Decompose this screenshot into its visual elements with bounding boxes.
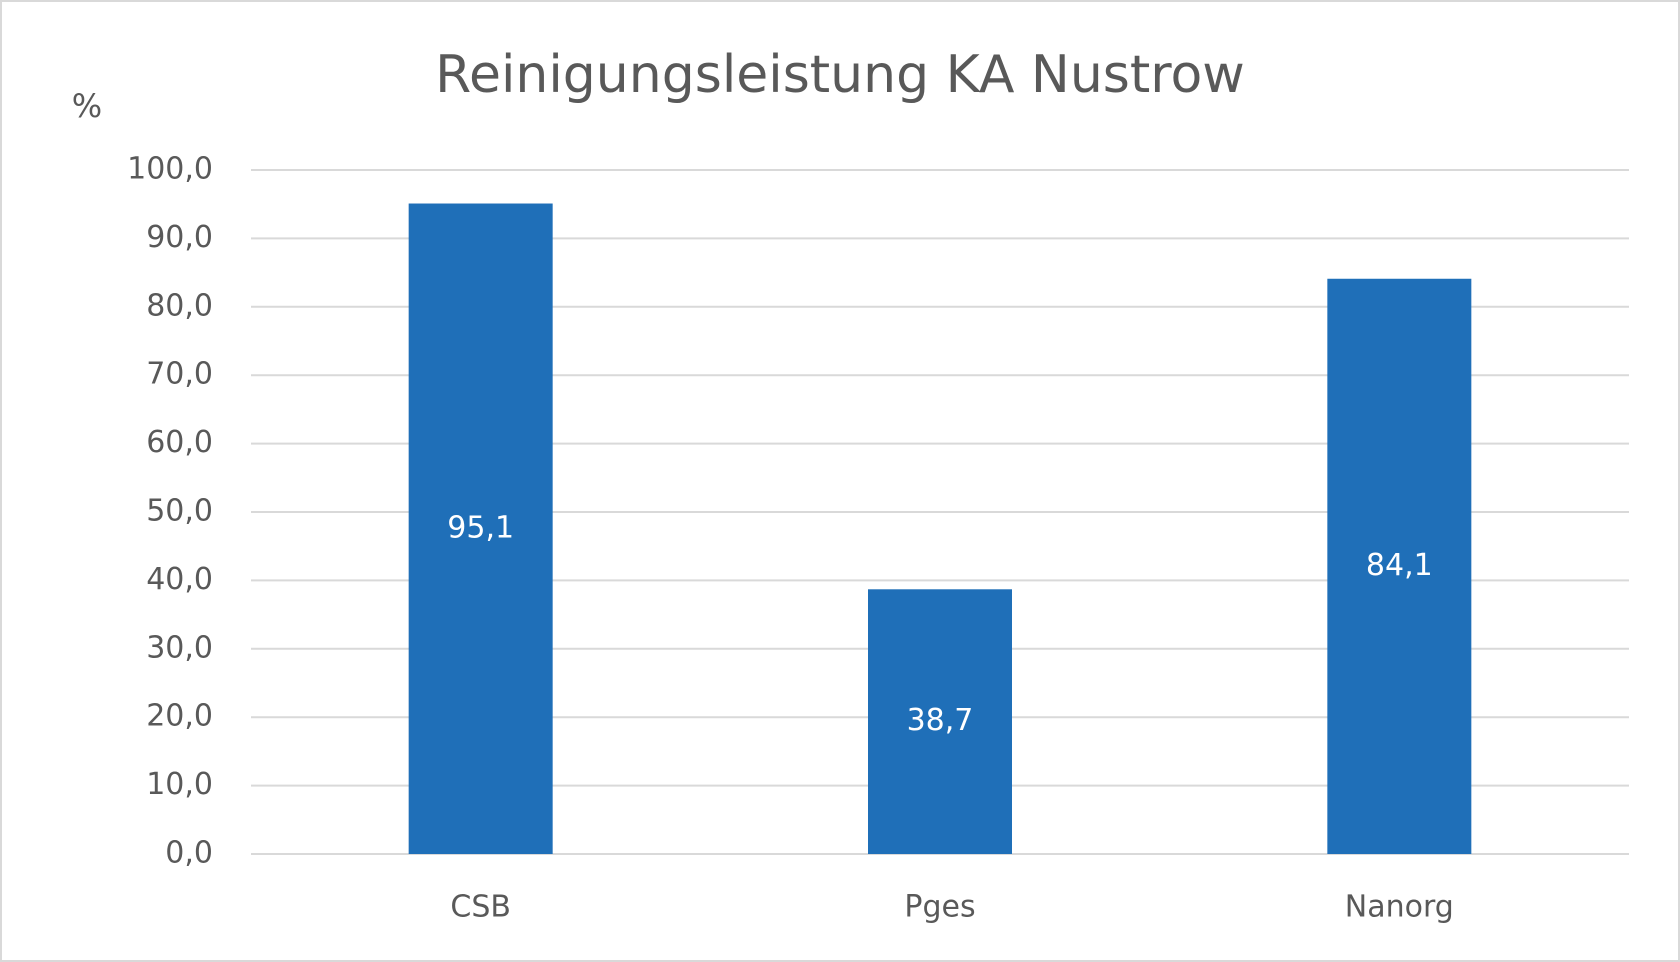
data-label: 38,7	[907, 703, 974, 738]
y-tick-label: 40,0	[146, 562, 213, 597]
y-tick-label: 0,0	[165, 836, 213, 871]
y-tick-label: 60,0	[146, 425, 213, 460]
y-tick-label: 50,0	[146, 494, 213, 529]
bar	[408, 203, 553, 855]
x-tick-label: Pges	[904, 890, 975, 925]
chart-title: Reinigungsleistung KA Nustrow	[435, 45, 1245, 105]
y-tick-label: 100,0	[127, 152, 213, 187]
bar	[1327, 278, 1472, 855]
bar	[868, 589, 1012, 854]
data-label: 95,1	[447, 510, 514, 545]
y-axis-label: %	[72, 87, 102, 125]
data-label: 84,1	[1366, 548, 1433, 583]
y-tick-label: 20,0	[146, 699, 213, 734]
y-tick-label: 90,0	[146, 220, 213, 255]
y-tick-label: 80,0	[146, 288, 213, 323]
y-tick-label: 10,0	[146, 767, 213, 802]
x-tick-label: Nanorg	[1345, 890, 1454, 925]
y-tick-label: 70,0	[146, 357, 213, 392]
y-tick-label: 30,0	[146, 630, 213, 665]
x-tick-label: CSB	[450, 890, 511, 925]
